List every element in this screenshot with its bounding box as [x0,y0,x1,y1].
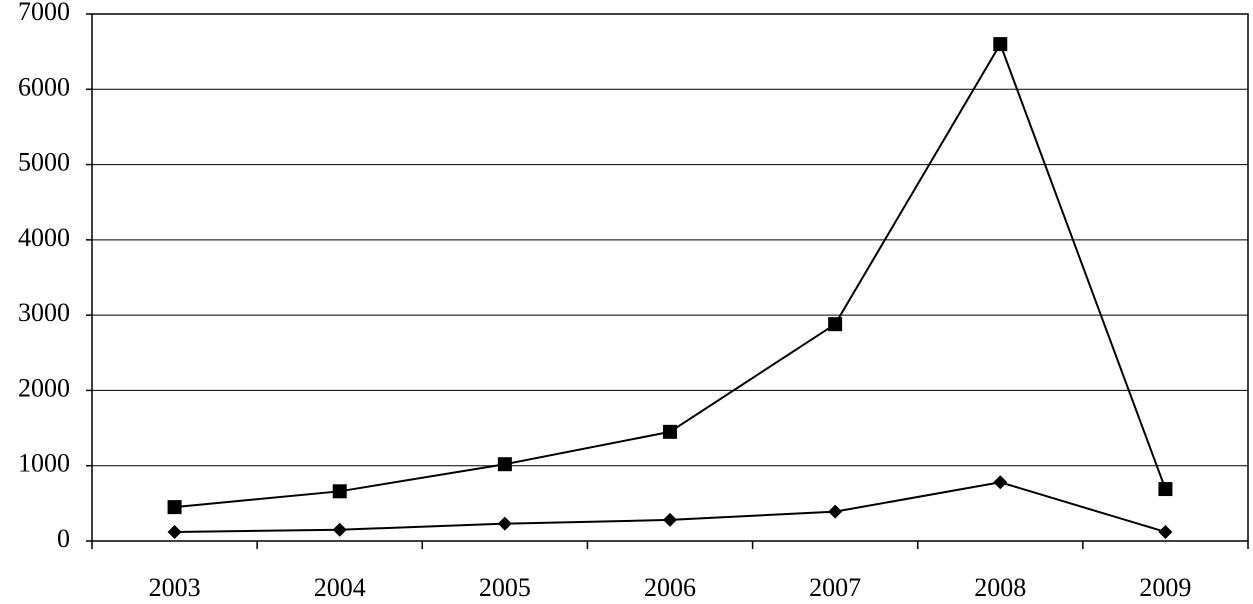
diamond-marker [332,522,347,537]
square-marker [167,500,182,515]
y-tick-label: 0 [57,524,70,553]
diamond-marker [993,475,1008,490]
square-marker [1158,482,1173,497]
y-tick-label: 7000 [18,0,70,26]
x-tick-label: 2009 [1139,573,1191,602]
y-tick-label: 3000 [18,298,70,327]
square-marker [497,457,512,472]
x-tick-label: 2003 [149,573,201,602]
y-tick-label: 2000 [18,373,70,402]
y-tick-label: 4000 [18,223,70,252]
x-tick-label: 2008 [974,573,1026,602]
plot-frame [91,13,1249,542]
square-marker [663,424,677,439]
x-tick-label: 2004 [314,573,366,602]
diamond-marker [828,504,843,519]
square-marker [332,484,347,499]
x-tick-label: 2006 [644,573,696,602]
y-tick-label: 5000 [18,148,70,177]
diamond-marker [663,512,677,527]
x-tick-label: 2007 [809,573,861,602]
x-tick-label: 2005 [479,573,531,602]
y-tick-label: 6000 [18,72,70,101]
square-marker [828,317,843,332]
diamond-marker [167,524,182,539]
square-marker [993,37,1008,52]
y-tick-label: 1000 [18,449,70,478]
diamond-marker [497,516,512,531]
diamond-marker [1158,524,1173,539]
